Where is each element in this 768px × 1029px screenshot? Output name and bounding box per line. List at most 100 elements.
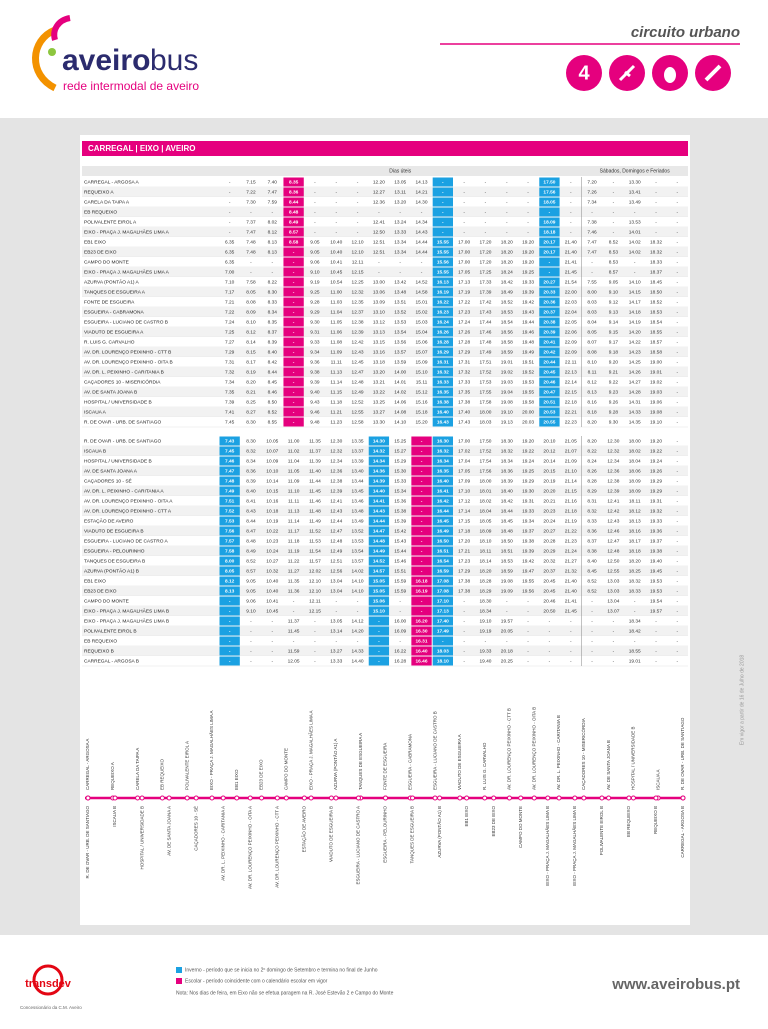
time-cell: - <box>293 280 295 285</box>
time-cell: 7.24 <box>225 319 235 325</box>
time-cell: 15.16 <box>416 399 428 405</box>
time-cell: - <box>570 230 572 235</box>
time-cell: - <box>677 270 679 275</box>
diagram-stop: AV. DR. LOURENÇO PEIXINHO - OITA A <box>247 806 252 889</box>
stop-name: EB REQUEIXO <box>84 209 117 215</box>
time-cell: 8.35 <box>289 179 299 185</box>
time-cell: - <box>293 260 295 265</box>
time-cell: 16.32 <box>437 448 449 454</box>
highlight-cell <box>539 387 560 397</box>
highlight-cell <box>219 556 240 566</box>
time-cell: 16.28 <box>437 339 449 345</box>
icon-glyph <box>704 64 722 82</box>
time-cell: 12.43 <box>330 508 342 514</box>
time-cell: 8.52 <box>268 409 278 415</box>
legend-note: Nota: Nos dias de feira, em Eixo não se … <box>176 990 394 996</box>
time-cell: 11.18 <box>288 538 300 544</box>
stop-dot <box>85 795 91 801</box>
diagram-stop: EIXO - PRAÇA J. MAGALHÃES LIMA B <box>544 806 550 886</box>
stop-name: EIXO - PRAÇA J. MAGALHÃES LIMA B <box>84 607 169 614</box>
time-cell: 20.23 <box>543 508 555 514</box>
time-cell: 15.34 <box>394 488 406 494</box>
time-cell: 14.33 <box>629 409 641 415</box>
time-cell: - <box>570 180 572 185</box>
highlight-cell <box>432 327 453 337</box>
highlight-cell <box>368 576 390 586</box>
time-cell: 19.19 <box>479 628 491 634</box>
time-cell: 17.44 <box>479 319 491 325</box>
time-cell: 20.41 <box>543 339 555 345</box>
time-cell: 20.39 <box>543 329 555 335</box>
time-cell: 15.04 <box>416 329 428 335</box>
diagram-stop: AV. DR. L. PEIXINHO - CARITANIA A <box>220 806 225 881</box>
time-cell: 19.24 <box>650 458 662 464</box>
time-cell: 10.10 <box>266 468 278 474</box>
time-cell: 11.40 <box>309 468 321 474</box>
time-cell: 7.48 <box>225 478 235 484</box>
highlight-cell <box>432 446 453 456</box>
time-cell: - <box>293 390 295 395</box>
highlight-cell <box>219 516 240 526</box>
time-cell: 13.04 <box>330 588 342 594</box>
time-cell: 10.40 <box>266 578 278 584</box>
time-cell: 18.48 <box>501 528 513 534</box>
time-cell: 6.35 <box>225 239 235 245</box>
time-cell: 9.10 <box>310 269 320 275</box>
highlight-cell <box>539 307 560 317</box>
time-cell: 10.14 <box>266 478 278 484</box>
time-cell: 12.30 <box>330 438 342 444</box>
highlight-cell <box>219 626 240 636</box>
time-cell: - <box>613 210 615 215</box>
row-bg <box>82 377 688 387</box>
time-cell: - <box>677 360 679 365</box>
time-cell: 15.06 <box>416 339 428 345</box>
legend-swatch <box>176 967 182 973</box>
time-cell: 19.22 <box>522 448 534 454</box>
time-cell: - <box>485 639 487 644</box>
time-cell: - <box>250 270 252 275</box>
time-cell: 12.42 <box>607 508 619 514</box>
row-bg <box>82 307 688 317</box>
time-cell: 12.51 <box>330 558 342 564</box>
time-cell: 13.53 <box>394 319 406 325</box>
time-cell: 18.00 <box>629 438 641 444</box>
time-cell: 7.56 <box>225 528 235 534</box>
time-cell: 19.04 <box>501 389 513 395</box>
row-bg <box>82 237 688 247</box>
time-cell: 10.23 <box>266 538 278 544</box>
time-cell: 22.18 <box>565 399 577 405</box>
time-cell: - <box>250 649 252 654</box>
time-cell: - <box>677 559 679 564</box>
time-cell: 12.10 <box>309 578 321 584</box>
time-cell: 8.13 <box>225 588 235 594</box>
time-cell: 17.09 <box>458 478 470 484</box>
time-cell: - <box>613 220 615 225</box>
time-cell: 11.14 <box>288 518 300 524</box>
time-cell: 16.50 <box>437 538 449 544</box>
diagram-stop: CAMPO DO MONTE <box>284 748 289 790</box>
diagram-stop: EB1 EIXO <box>234 769 239 790</box>
time-cell: - <box>378 270 380 275</box>
time-cell: - <box>421 459 423 464</box>
time-cell: 19.49 <box>522 349 534 355</box>
time-cell: - <box>655 619 657 624</box>
time-cell: 8.26 <box>587 468 597 474</box>
time-cell: 17.52 <box>479 448 491 454</box>
stop-name: CARREGAL - ARGOSA B <box>84 658 139 664</box>
time-cell: 12.39 <box>330 488 342 494</box>
time-cell: - <box>357 210 359 215</box>
time-cell: - <box>442 639 444 644</box>
stop-dot <box>457 795 463 801</box>
time-cell: 13.07 <box>607 608 619 614</box>
time-cell: 12.37 <box>352 309 364 315</box>
time-cell: 21.16 <box>565 498 577 504</box>
row-bg <box>82 277 688 287</box>
stop-name: AV. DR. L. PEIXINHO - CARITANIA A <box>84 488 164 494</box>
time-cell: 14.06 <box>394 399 406 405</box>
highlight-cell <box>539 277 560 287</box>
time-cell: 10.16 <box>266 498 278 504</box>
time-cell: 14.02 <box>629 249 641 255</box>
time-cell: - <box>378 659 380 664</box>
time-cell: 10.07 <box>266 448 278 454</box>
time-cell: 21.40 <box>565 239 577 245</box>
